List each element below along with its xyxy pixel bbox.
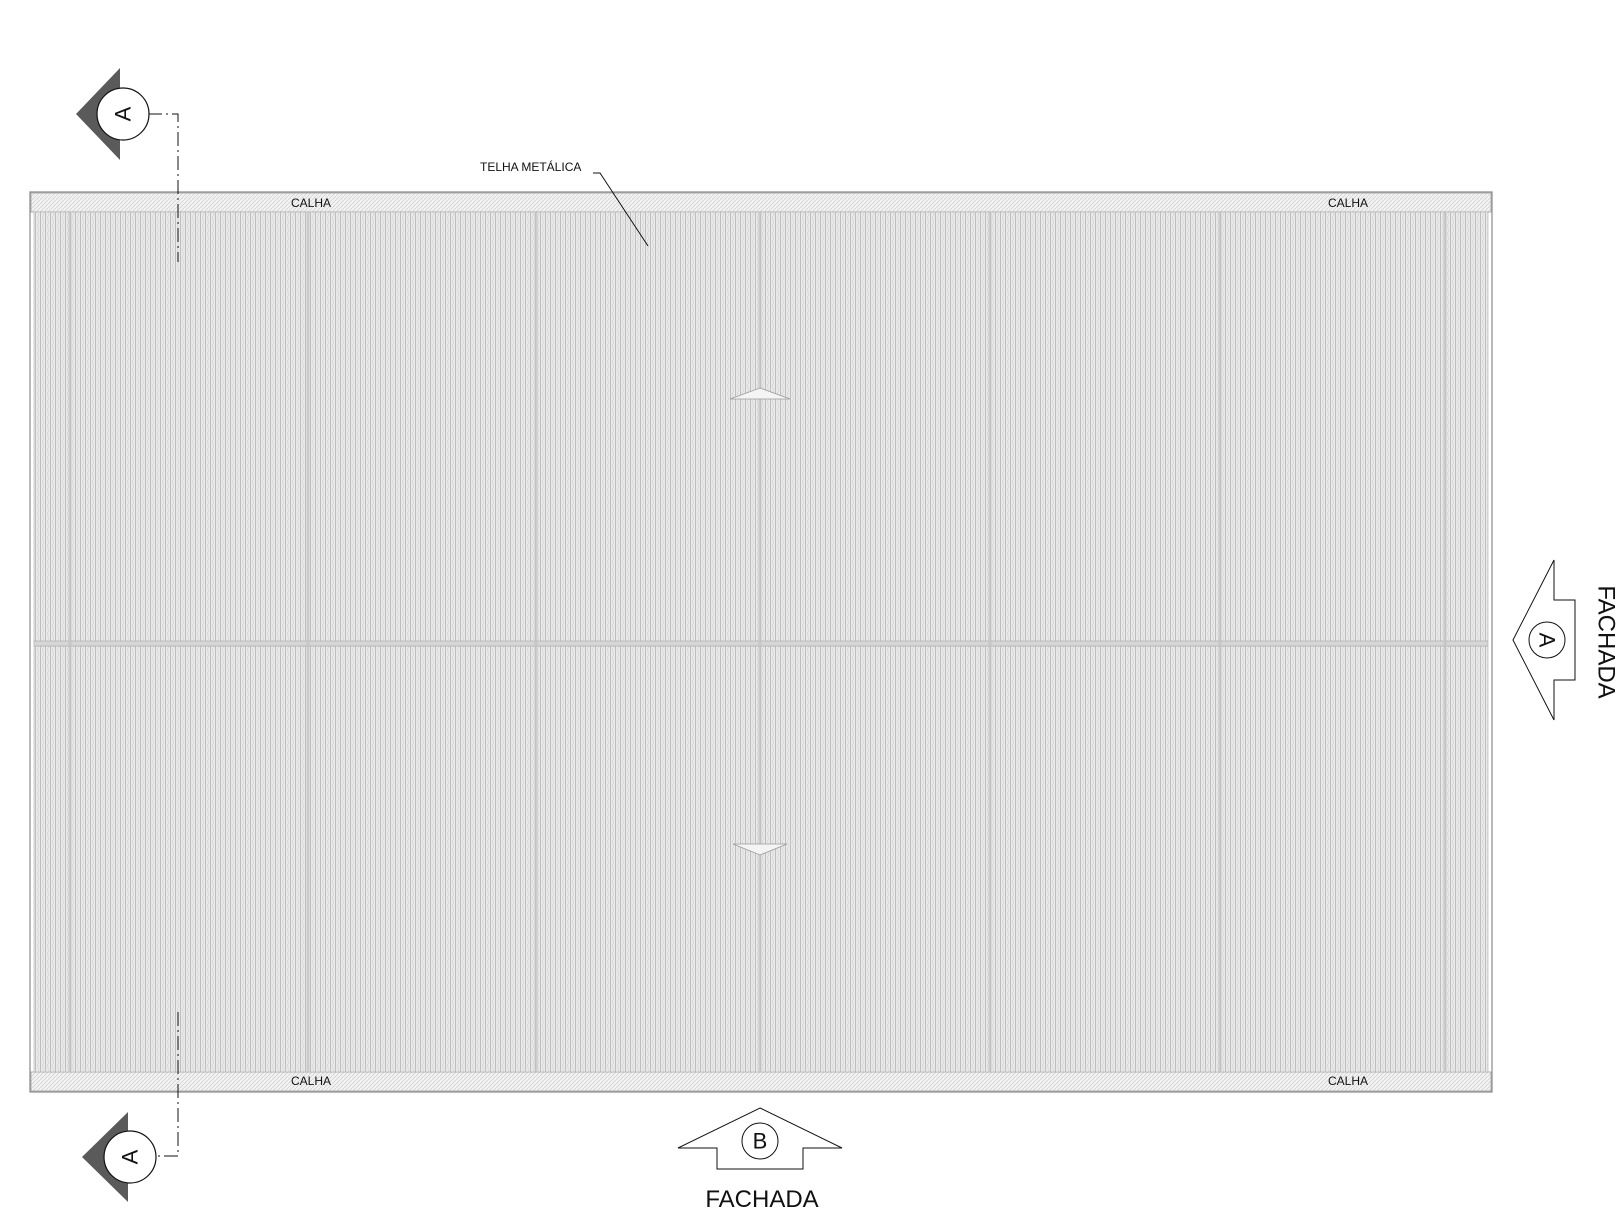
facade-label-right: FACHADA xyxy=(1593,585,1619,698)
gutter-label-bottom-left: CALHA xyxy=(291,1074,331,1088)
facade-marker-bottom-letter: B xyxy=(753,1129,768,1154)
slope-arrow-upper xyxy=(729,387,791,400)
gutter-label-top-left: CALHA xyxy=(291,196,331,210)
roof xyxy=(29,191,1493,1093)
section-mark-bottom: A xyxy=(82,1112,157,1202)
gutter-bottom xyxy=(30,1071,1492,1092)
facade-label-bottom: FACHADA xyxy=(705,1186,818,1213)
gutter-top xyxy=(30,192,1492,213)
facade-marker-bottom: B FACHADA xyxy=(677,1107,843,1213)
material-callout: TELHA METÁLICA xyxy=(480,159,649,247)
facade-marker-right: A FACHADA xyxy=(1512,559,1619,721)
facade-marker-right-letter: A xyxy=(1535,633,1560,648)
roof-outline xyxy=(29,191,1493,1093)
section-mark-bottom-letter: A xyxy=(118,1149,143,1164)
material-leader-line xyxy=(593,172,649,247)
slope-arrow-lower xyxy=(732,843,788,856)
panel-seams xyxy=(68,212,1447,1072)
section-cut-line xyxy=(148,113,179,1157)
material-label: TELHA METÁLICA xyxy=(480,159,581,174)
section-mark-top: A xyxy=(76,68,150,160)
gutter-label-top-right: CALHA xyxy=(1328,196,1368,210)
gutter-label-bottom-right: CALHA xyxy=(1328,1074,1368,1088)
section-mark-top-letter: A xyxy=(111,106,136,121)
